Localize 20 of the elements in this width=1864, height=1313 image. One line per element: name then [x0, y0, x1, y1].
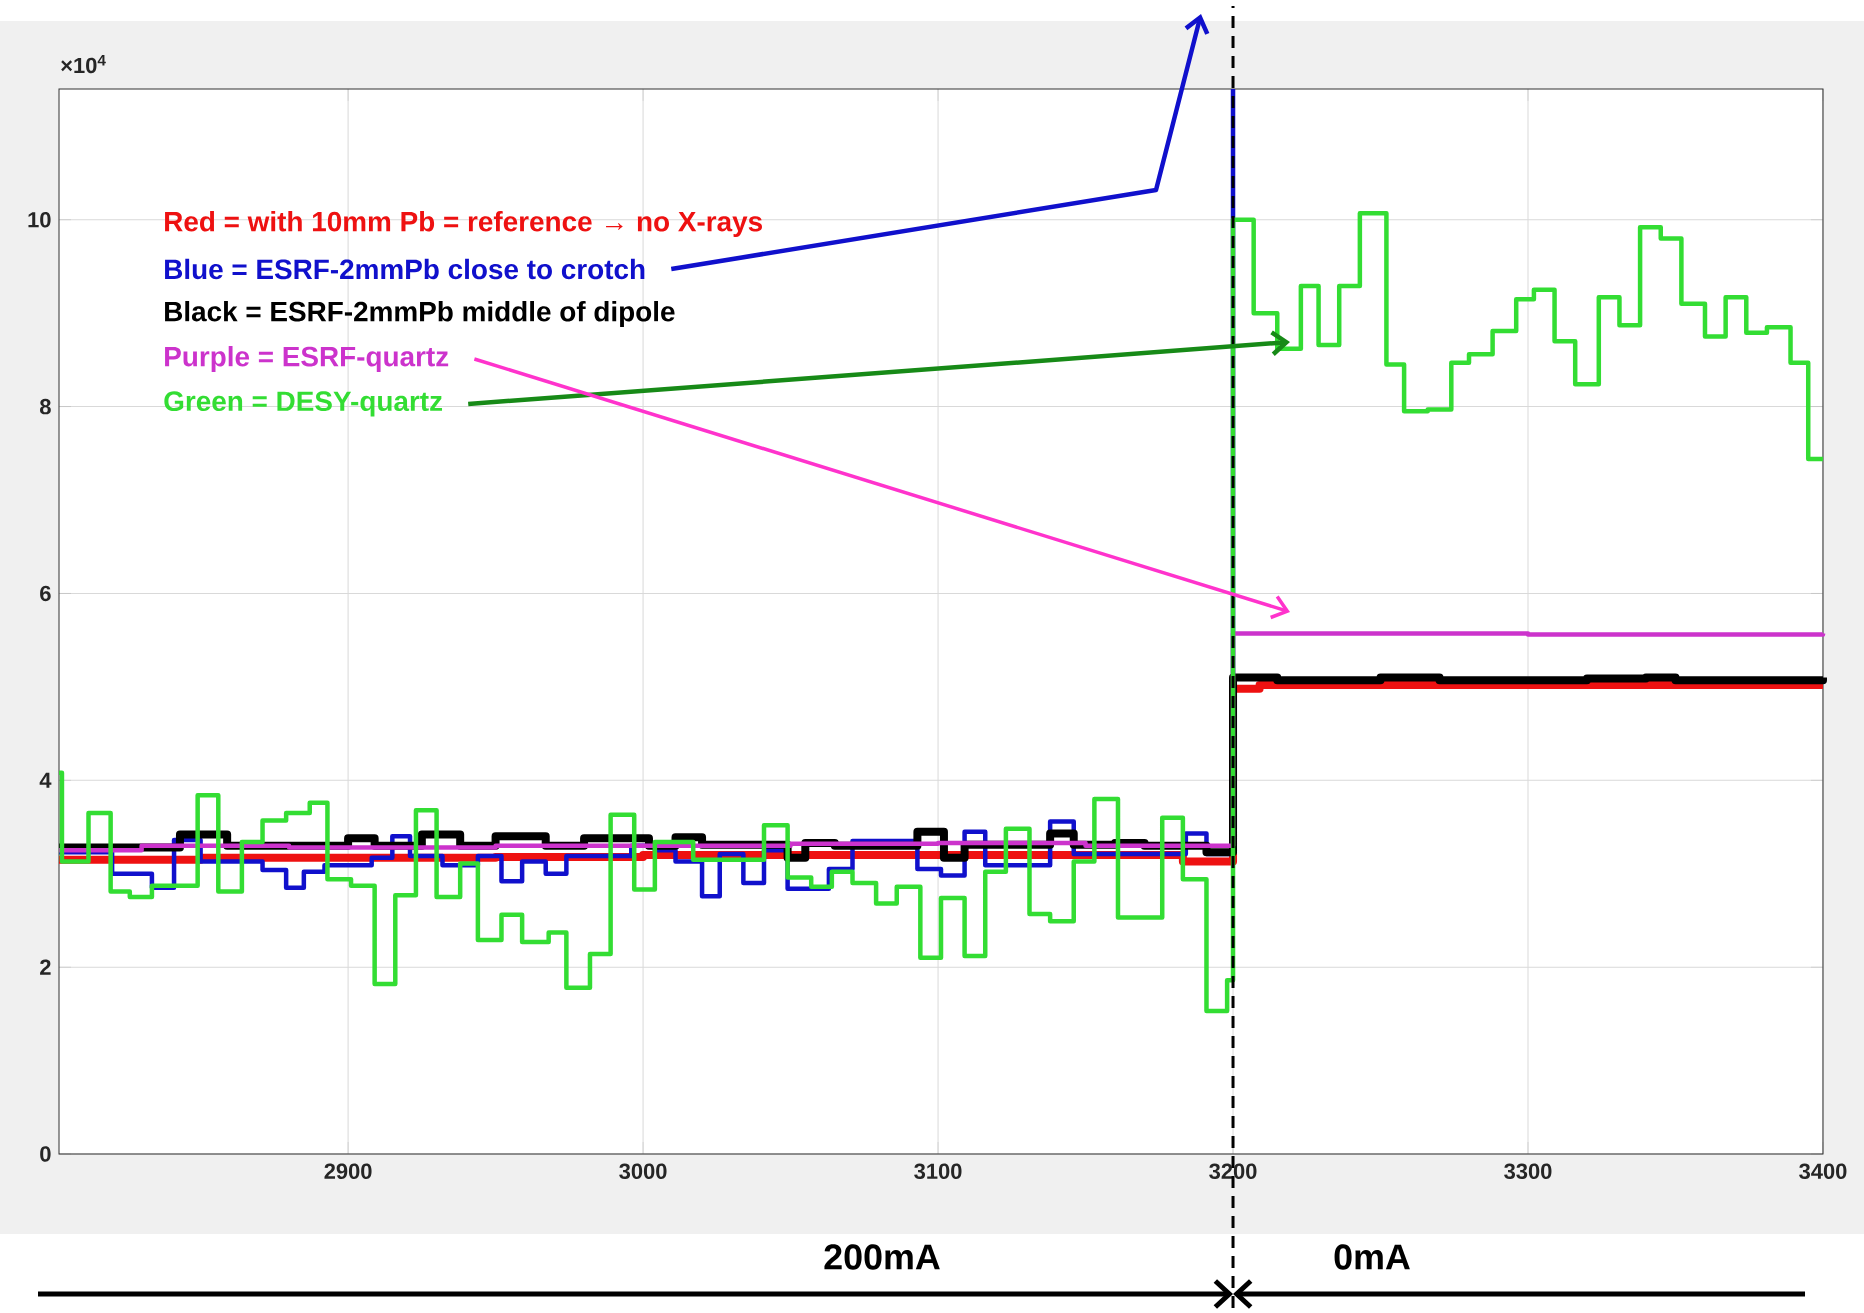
y-tick-label: 10: [28, 211, 51, 228]
x-tick-label: 3400: [1799, 1163, 1847, 1180]
y-tick-label: 2: [40, 959, 51, 975]
x-tick-label: 3000: [619, 1163, 667, 1180]
text: 0mA: [1334, 1244, 1410, 1270]
x-tick-label: 3100: [914, 1163, 962, 1180]
y-tick-label: 6: [40, 585, 51, 602]
y-tick-label: 0: [40, 1146, 51, 1162]
text: ×10$^{4}$: [61, 54, 106, 74]
text: Red = with 10mm Pb = reference → no X-rays: [165, 210, 762, 237]
x-tick-label: 3300: [1504, 1163, 1552, 1180]
text: Green = DESY-quartz: [164, 391, 443, 417]
x-tick-label: 3200: [1209, 1163, 1257, 1180]
x-tick-label: 2900: [324, 1163, 372, 1180]
text: Purple = ESRF-quartz: [165, 345, 449, 372]
y-tick-label: 8: [40, 398, 51, 415]
y-tick-label: 4: [39, 772, 52, 788]
text: Black = ESRF-2mmPb middle of dipole: [165, 300, 675, 327]
text: Blue = ESRF-2mmPb close to crotch: [165, 258, 645, 280]
text: 200mA: [824, 1244, 940, 1270]
